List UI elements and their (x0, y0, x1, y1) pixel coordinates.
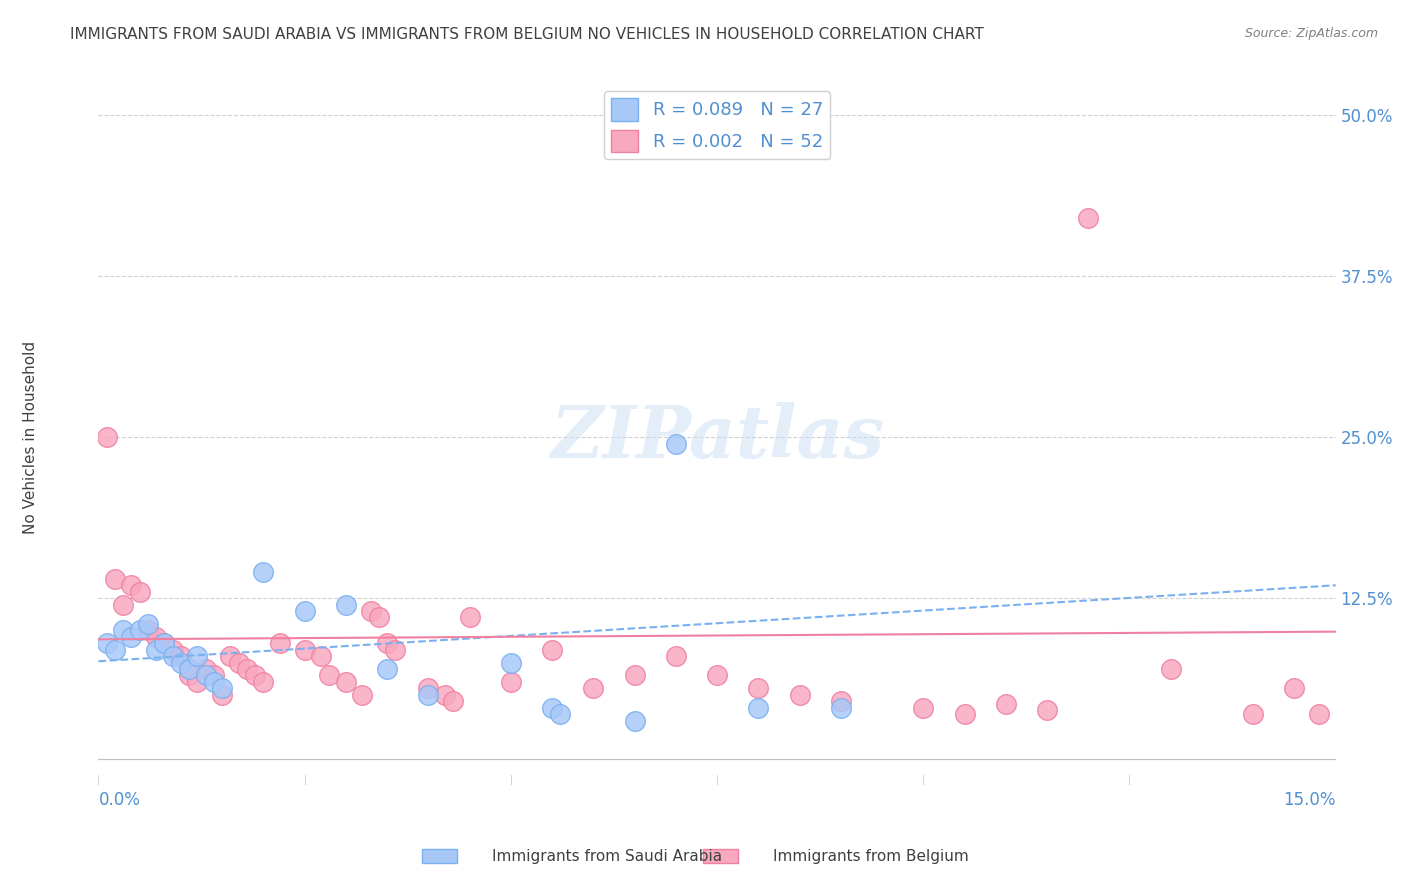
Point (243, 668, 266, 682)
Point (550, 707, 572, 722)
Point (499, 674, 522, 689)
Point (162, 642, 184, 657)
Point (104, 572, 127, 586)
Point (458, 610, 481, 624)
Point (623, 714, 645, 728)
Text: Immigrants from Saudi Arabia: Immigrants from Saudi Arabia (492, 849, 723, 863)
Point (186, 674, 208, 689)
Legend: R = 0.089   N = 27, R = 0.002   N = 52: R = 0.089 N = 27, R = 0.002 N = 52 (605, 91, 830, 159)
Point (228, 656, 250, 670)
Point (236, 662, 259, 676)
Point (128, 584, 150, 599)
Point (747, 700, 769, 714)
Point (153, 636, 176, 650)
Point (418, 681, 440, 696)
Point (335, 598, 357, 612)
Point (162, 649, 184, 664)
Point (211, 681, 233, 696)
Point (335, 674, 357, 689)
Point (252, 674, 274, 689)
Point (202, 668, 225, 682)
Point (112, 598, 135, 612)
Point (830, 700, 852, 714)
Point (309, 649, 332, 664)
Point (375, 662, 398, 676)
Point (1241, 707, 1264, 722)
Point (953, 707, 976, 722)
Point (211, 688, 233, 702)
Point (747, 681, 769, 696)
Point (179, 662, 201, 676)
Point (318, 668, 340, 682)
Point (433, 688, 456, 702)
Point (418, 688, 440, 702)
Point (170, 649, 193, 664)
Point (186, 649, 208, 664)
Point (294, 642, 316, 657)
Text: No Vehicles in Household: No Vehicles in Household (22, 341, 38, 533)
Point (170, 656, 193, 670)
Point (1160, 662, 1182, 676)
Point (136, 624, 159, 638)
Point (194, 668, 217, 682)
Point (112, 624, 135, 638)
Point (912, 700, 935, 714)
Point (252, 566, 274, 580)
Point (665, 436, 688, 450)
Point (194, 662, 217, 676)
Point (441, 694, 464, 708)
Point (145, 630, 167, 644)
Point (145, 642, 167, 657)
Point (541, 700, 564, 714)
Point (375, 636, 398, 650)
Text: 15.0%: 15.0% (1284, 791, 1336, 809)
Point (789, 688, 811, 702)
Point (706, 668, 728, 682)
Text: 0.0%: 0.0% (98, 791, 141, 809)
Point (1284, 681, 1306, 696)
Point (1077, 211, 1099, 225)
Text: Immigrants from Belgium: Immigrants from Belgium (773, 849, 969, 863)
Point (136, 616, 159, 631)
Point (1036, 703, 1059, 717)
Point (120, 630, 142, 644)
Point (153, 636, 176, 650)
Text: IMMIGRANTS FROM SAUDI ARABIA VS IMMIGRANTS FROM BELGIUM NO VEHICLES IN HOUSEHOLD: IMMIGRANTS FROM SAUDI ARABIA VS IMMIGRAN… (70, 27, 984, 42)
Point (665, 649, 688, 664)
Point (128, 624, 150, 638)
Point (294, 604, 316, 618)
Point (994, 697, 1017, 711)
Point (269, 636, 291, 650)
Point (219, 649, 242, 664)
Point (830, 694, 852, 708)
Point (499, 656, 522, 670)
Point (104, 642, 127, 657)
Point (367, 610, 389, 624)
Point (120, 578, 142, 592)
Point (1308, 707, 1330, 722)
Point (179, 668, 201, 682)
Text: ZIPatlas: ZIPatlas (550, 401, 884, 473)
Point (541, 642, 564, 657)
Text: Source: ZipAtlas.com: Source: ZipAtlas.com (1244, 27, 1378, 40)
Point (202, 674, 225, 689)
Point (352, 688, 374, 702)
Point (360, 604, 382, 618)
Point (96, 430, 118, 444)
Point (582, 681, 605, 696)
Point (623, 668, 645, 682)
Point (96, 636, 118, 650)
Point (384, 642, 406, 657)
